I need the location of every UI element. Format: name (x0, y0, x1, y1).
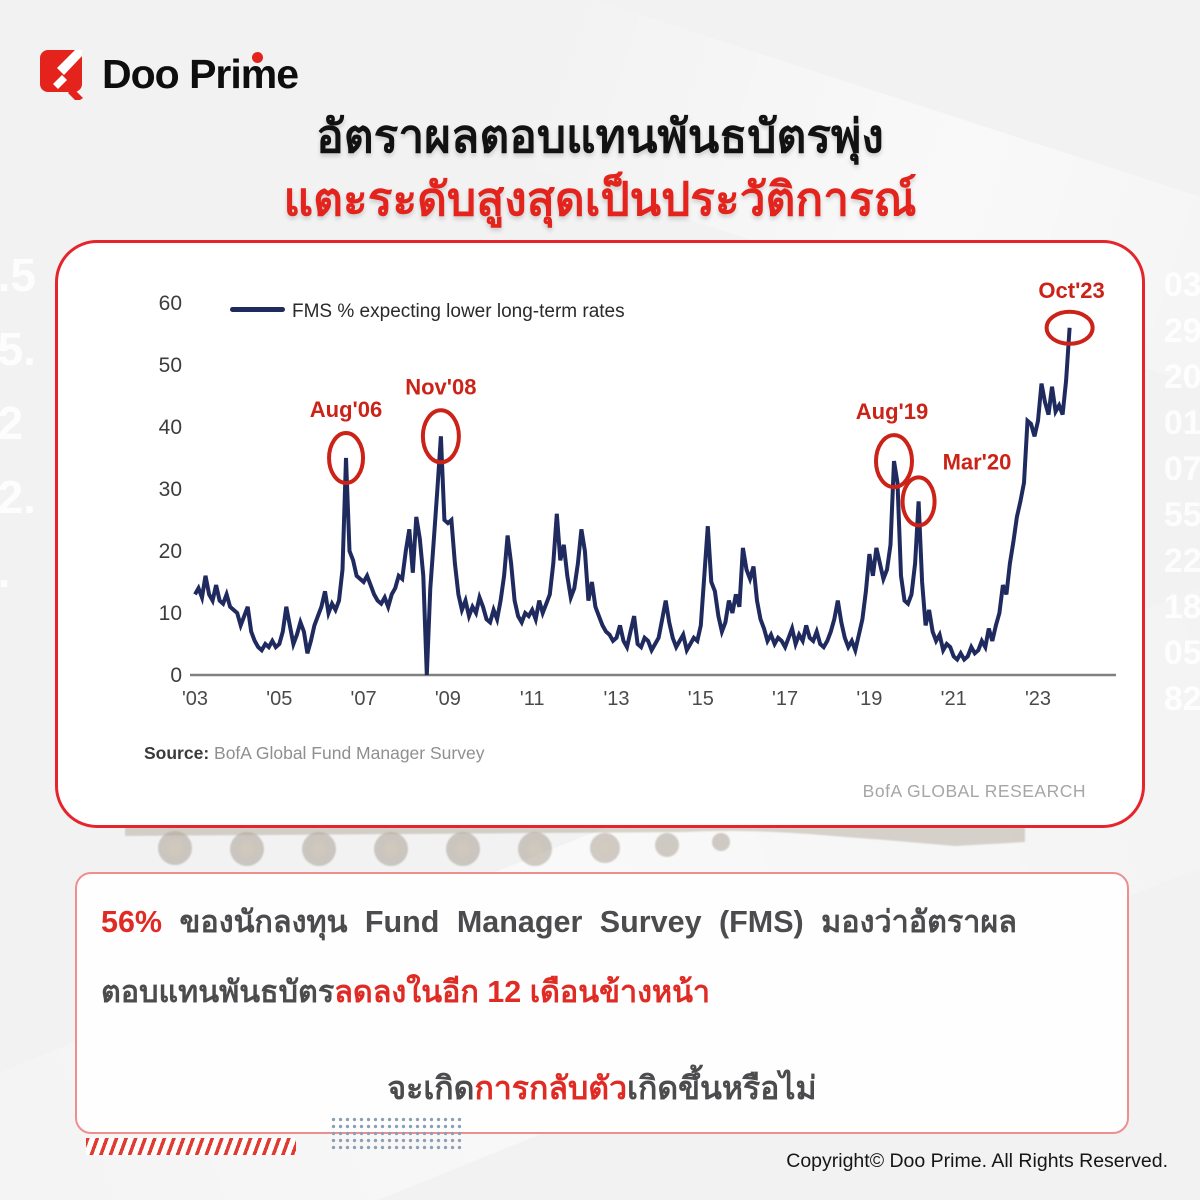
summary-highlight-56: 56% (101, 905, 163, 939)
research-branding: BofA GLOBAL RESEARCH (862, 781, 1086, 801)
series-line (193, 327, 1072, 676)
x-axis-label: '13 (603, 688, 629, 710)
y-axis-label: 60 (159, 292, 182, 315)
annotation-circle-Mar'20 (900, 475, 937, 528)
y-axis-label: 30 (159, 478, 182, 501)
y-axis-label: 0 (170, 664, 182, 687)
dots-pattern (330, 1116, 464, 1150)
tank-silhouette (125, 824, 1025, 866)
annotation-circle-Aug'19 (873, 433, 914, 490)
chart-svg: 0 10 20 30 40 50 60 '03 '05 '07 '09 '11 '13 '15 '17 '19… (159, 278, 1116, 710)
brand-text: Doo Prime (102, 50, 299, 97)
x-axis-label: '21 (941, 688, 967, 710)
brand-i-dot (252, 51, 263, 63)
legend-label: FMS % expecting lower long-term rates (292, 301, 625, 322)
x-axis-label: '03 (182, 688, 208, 710)
x-axis-label: '05 (266, 688, 292, 710)
x-axis-label: '17 (772, 688, 798, 710)
copyright-text: Copyright© Doo Prime. All Rights Reserve… (786, 1150, 1168, 1172)
question-line: จะเกิดการกลับตัวเกิดขึ้นหรือไม่ (387, 1070, 817, 1106)
y-axis-label: 20 (159, 540, 182, 563)
x-axis-label: '07 (351, 688, 377, 710)
annotation-label-Aug'06: Aug'06 (310, 397, 382, 422)
annotation-label-Aug'19: Aug'19 (856, 399, 928, 424)
y-axis-label: 10 (159, 602, 182, 625)
y-axis-label: 40 (159, 416, 182, 439)
doo-prime-logo-icon (40, 48, 88, 102)
question-highlight: การกลับตัว (474, 1070, 628, 1106)
annotation-circle-Aug'06 (327, 431, 366, 485)
doo-prime-logo: Doo Prime (40, 48, 299, 102)
chart-card: 0 10 20 30 40 50 60 '03 '05 '07 '09 '11 '13 '15 '17 '19… (55, 240, 1145, 828)
title-line-2: แตะระดับสูงสุดเป็นประวัติการณ์ (283, 173, 917, 225)
hatch-bar (86, 1138, 296, 1155)
summary-line-1: 56% ของนักลงทุน Fund Manager Survey (FMS… (101, 905, 1017, 939)
annotation-label-Nov'08: Nov'08 (405, 374, 476, 399)
annotation-label-Mar'20: Mar'20 (943, 449, 1012, 474)
x-axis-label: '11 (520, 688, 545, 710)
source-label: Source: (144, 743, 210, 763)
annotation-circle-Nov'08 (420, 408, 461, 465)
summary-highlight-12m: ลดลงในอีก 12 เดือนข้างหน้า (334, 975, 711, 1009)
source-text: BofA Global Fund Manager Survey (209, 743, 485, 763)
summary-box: 56% ของนักลงทุน Fund Manager Survey (FMS… (75, 872, 1129, 1134)
x-axis-label: '09 (435, 688, 461, 710)
y-axis-label: 50 (159, 354, 182, 377)
annotation-label-Oct'23: Oct'23 (1038, 278, 1104, 303)
chart-source: Source: BofA Global Fund Manager Survey (144, 743, 484, 764)
x-axis-label: '23 (1025, 688, 1051, 710)
summary-line-2: ตอบแทนพันธบัตรลดลงในอีก 12 เดือนข้างหน้า (101, 975, 711, 1009)
legend-swatch (230, 307, 285, 312)
annotation-circle-Oct'23 (1044, 309, 1095, 346)
x-axis-label: '15 (688, 688, 714, 710)
watermark-numbers-left: 5.525.1232.5. (0, 249, 36, 594)
x-axis-label: '19 (856, 688, 882, 710)
title-line-1: อัตราผลตอบแทนพันธบัตรพุ่ง (316, 110, 884, 162)
